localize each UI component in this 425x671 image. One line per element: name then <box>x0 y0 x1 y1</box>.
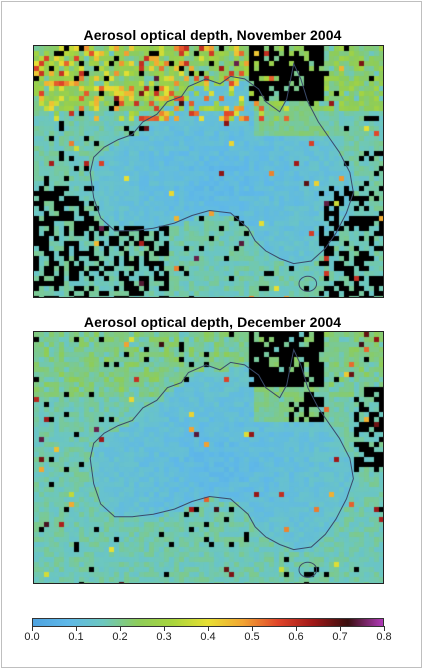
colorbar-tick-label: 0.5 <box>244 631 260 643</box>
map-november-2004 <box>33 45 384 298</box>
coastline-australia-november <box>89 62 354 292</box>
panel-title-december: Aerosol optical depth, December 2004 <box>83 314 342 330</box>
colorbar-tick-label: 0.8 <box>376 631 392 643</box>
colorbar-tick-mark <box>383 626 385 631</box>
coastline-australia-december <box>89 348 354 578</box>
coastline <box>89 348 354 551</box>
colorbar-tick-label: 0.6 <box>288 631 304 643</box>
colorbar-tick-mark <box>119 626 121 631</box>
colorbar-tick-mark <box>251 626 253 631</box>
map-december-2004 <box>33 331 384 584</box>
colorbar-tick-mark <box>339 626 341 631</box>
colorbar-tick-label: 0.2 <box>112 631 128 643</box>
aerosol-grid-november <box>34 46 383 297</box>
colorbar-tick-mark <box>295 626 297 631</box>
coastline-tasmania <box>298 275 318 292</box>
colorbar-tick-mark <box>75 626 77 631</box>
panel-title-november: Aerosol optical depth, November 2004 <box>83 27 342 43</box>
colorbar-tick-label: 0.4 <box>200 631 216 643</box>
colorbar-tick-label: 0.0 <box>24 631 40 643</box>
colorbar-tick-mark <box>163 626 165 631</box>
colorbar-tick-mark <box>31 626 33 631</box>
aerosol-grid-december <box>34 332 383 583</box>
coastline <box>89 62 354 265</box>
colorbar-tick-label: 0.1 <box>68 631 84 643</box>
colorbar-tick-label: 0.3 <box>156 631 172 643</box>
colorbar-tick-mark <box>207 626 209 631</box>
coastline-tasmania <box>298 561 318 578</box>
colorbar-tick-label: 0.7 <box>332 631 348 643</box>
